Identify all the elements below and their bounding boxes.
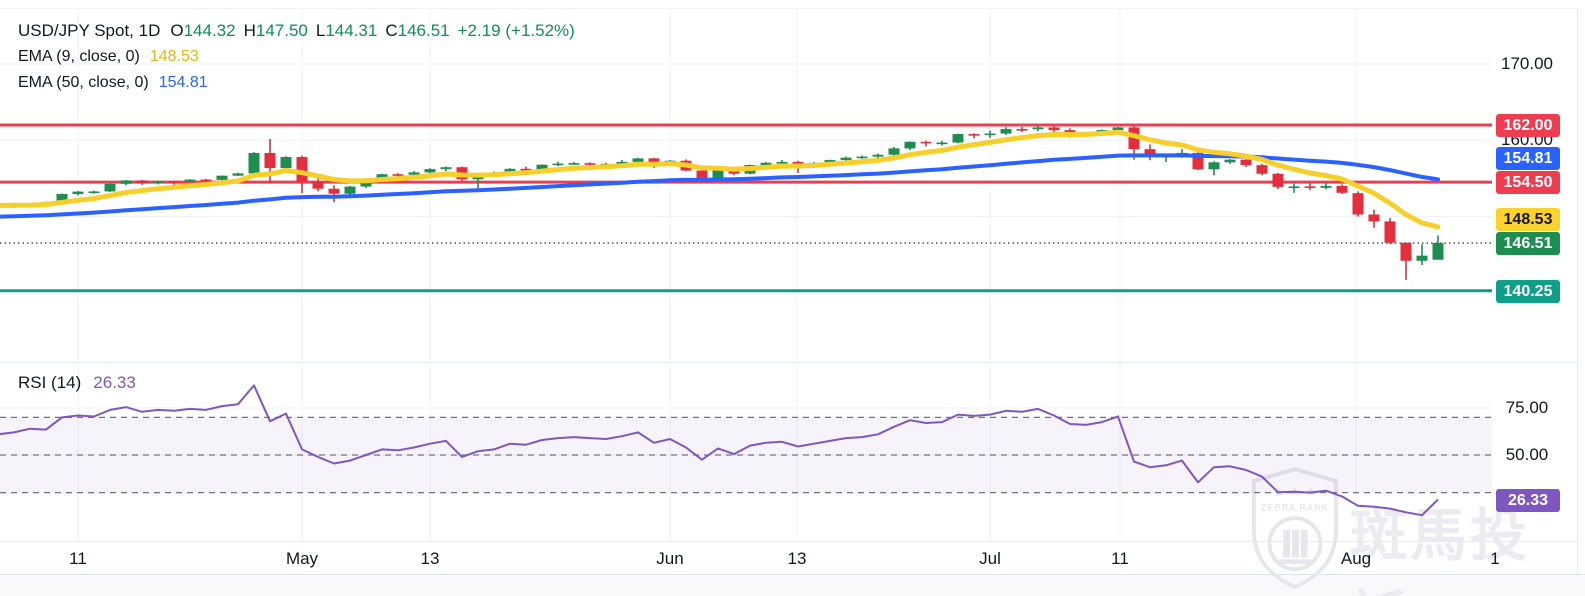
price-badge-154.50: 154.50 bbox=[1496, 170, 1560, 194]
x-axis-tick: 1 bbox=[1490, 549, 1500, 568]
x-axis-tick: Jun bbox=[656, 549, 684, 568]
price-badge-140.25: 140.25 bbox=[1496, 279, 1560, 303]
price-badge-154.81: 154.81 bbox=[1496, 146, 1560, 170]
ema50-value: 154.81 bbox=[158, 74, 208, 91]
symbol-title: USD/JPY Spot, 1D bbox=[18, 21, 161, 40]
price-badge-146.51: 146.51 bbox=[1496, 231, 1560, 255]
x-axis-tick: Jul bbox=[979, 549, 1001, 568]
price-axis-label: 50.00 bbox=[1505, 445, 1549, 464]
high-value: 147.50 bbox=[255, 21, 308, 40]
ema50-label: EMA (50, close, 0) bbox=[18, 74, 149, 91]
price-axis-label: 75.00 bbox=[1505, 398, 1549, 417]
close-value: 146.51 bbox=[397, 21, 450, 40]
zebra-rank-shield-icon: ★ ★ ★ ZEBRA RANK bbox=[1251, 467, 1339, 589]
price-badge-26.33: 26.33 bbox=[1496, 488, 1560, 512]
svg-text:ZEBRA RANK: ZEBRA RANK bbox=[1261, 502, 1329, 512]
x-axis-tick: 11 bbox=[1111, 549, 1129, 568]
close-label: C bbox=[385, 21, 398, 40]
rsi-value: 26.33 bbox=[93, 373, 136, 392]
low-value: 144.31 bbox=[325, 21, 378, 40]
open-value: 144.32 bbox=[183, 21, 236, 40]
x-axis-tick: 13 bbox=[787, 549, 807, 568]
x-axis-tick: Aug bbox=[1340, 549, 1372, 568]
x-axis-tick: 11 bbox=[69, 549, 87, 568]
x-axis-tick: May bbox=[285, 549, 319, 568]
open-label: O bbox=[170, 21, 184, 40]
symbol-ohlc-row[interactable]: USD/JPY Spot, 1D O144.32 H147.50 L144.31 C14… bbox=[18, 18, 575, 44]
ema9-label: EMA (9, close, 0) bbox=[18, 48, 140, 65]
x-axis-tick: 13 bbox=[420, 549, 440, 568]
high-label: H bbox=[243, 21, 256, 40]
price-badge-162.00: 162.00 bbox=[1496, 113, 1560, 137]
rsi-label: RSI (14) bbox=[18, 373, 82, 392]
price-badge-148.53: 148.53 bbox=[1496, 207, 1560, 231]
ema9-value: 148.53 bbox=[149, 48, 199, 65]
bottom-strip bbox=[0, 575, 1585, 596]
rsi-legend-row[interactable]: RSI (14) 26.33 bbox=[18, 373, 136, 393]
watermark-text: 斑馬投訴 bbox=[1349, 504, 1530, 596]
watermark: ★ ★ ★ ZEBRA RANK 斑馬投訴 bbox=[1246, 464, 1585, 596]
low-label: L bbox=[315, 21, 326, 40]
change-value: +2.19 (+1.52%) bbox=[457, 21, 575, 40]
price-axis-label: 170.00 bbox=[1501, 54, 1553, 73]
ema50-legend-row[interactable]: EMA (50, close, 0) 154.81 bbox=[18, 70, 575, 96]
ema9-legend-row[interactable]: EMA (9, close, 0) 148.53 bbox=[18, 44, 575, 70]
symbol-legend: USD/JPY Spot, 1D O144.32 H147.50 L144.31 C14… bbox=[18, 18, 575, 96]
